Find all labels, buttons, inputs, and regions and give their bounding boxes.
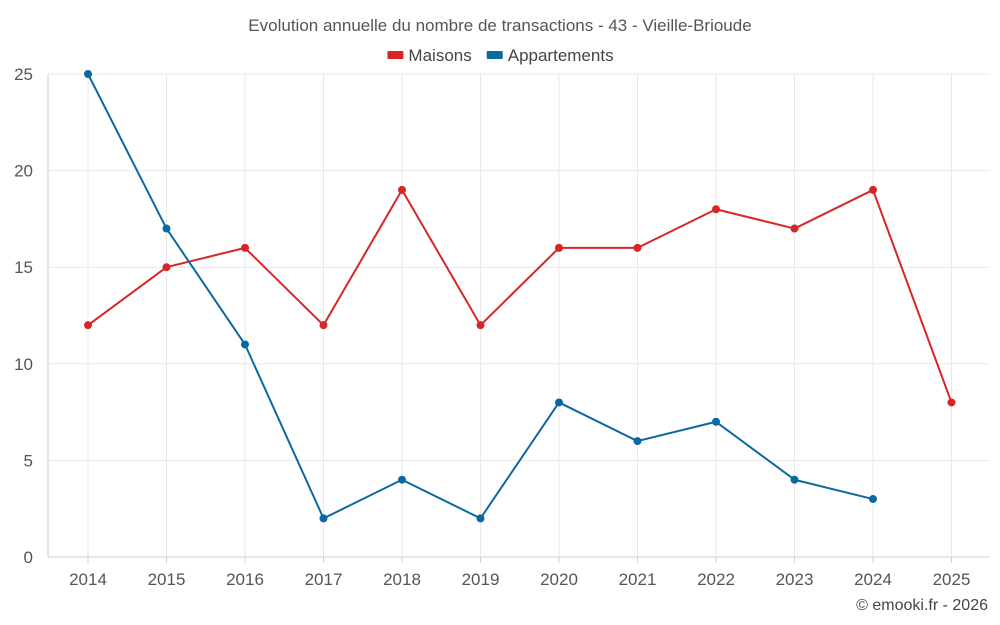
x-tick-label: 2017 bbox=[305, 570, 343, 589]
data-point-maisons bbox=[476, 321, 485, 330]
data-point-maisons bbox=[790, 224, 799, 233]
y-tick-label: 5 bbox=[24, 451, 33, 470]
data-point-appartements bbox=[555, 398, 563, 407]
data-point-maisons bbox=[712, 205, 720, 214]
data-point-maisons bbox=[84, 321, 92, 330]
y-axis: 0 5 10 15 20 25 bbox=[14, 65, 33, 567]
chart-title: Evolution annuelle du nombre de transact… bbox=[248, 16, 751, 35]
data-point-appartements bbox=[633, 437, 642, 446]
legend-swatch bbox=[486, 51, 503, 59]
data-point-appartements bbox=[712, 417, 720, 426]
data-point-maisons bbox=[241, 243, 249, 252]
data-point-appartements bbox=[398, 475, 406, 484]
x-tick-label: 2018 bbox=[383, 570, 421, 589]
legend-label: Appartements bbox=[508, 46, 614, 65]
data-point-maisons bbox=[319, 321, 328, 330]
data-point-maisons bbox=[162, 263, 171, 272]
data-point-appartements bbox=[319, 514, 328, 523]
data-point-appartements bbox=[241, 340, 249, 349]
legend-label: Maisons bbox=[408, 46, 471, 65]
x-tick-label: 2019 bbox=[462, 570, 500, 589]
data-point-appartements bbox=[84, 70, 92, 78]
data-point-maisons bbox=[947, 398, 956, 407]
x-tick-label: 2023 bbox=[776, 570, 814, 589]
series-group bbox=[84, 70, 956, 523]
x-tick-label: 2016 bbox=[226, 570, 264, 589]
x-axis: 2014 2015 2016 2017 2018 2019 2020 2021 2022 2023… bbox=[69, 557, 970, 589]
x-tick-label: 2025 bbox=[933, 570, 971, 589]
y-tick-label: 25 bbox=[14, 65, 33, 84]
y-tick-label: 10 bbox=[14, 355, 33, 374]
x-tick-label: 2015 bbox=[148, 570, 186, 589]
credit-text: © emooki.fr - 2026 bbox=[856, 597, 988, 614]
data-point-appartements bbox=[476, 514, 485, 523]
y-tick-label: 0 bbox=[24, 548, 33, 567]
legend-swatch bbox=[387, 51, 404, 59]
data-point-maisons bbox=[555, 243, 563, 252]
data-point-appartements bbox=[869, 495, 877, 504]
data-point-maisons bbox=[398, 185, 406, 194]
y-tick-label: 20 bbox=[14, 162, 33, 181]
x-tick-label: 2024 bbox=[854, 570, 892, 589]
x-tick-label: 2021 bbox=[619, 570, 657, 589]
data-point-maisons bbox=[633, 243, 642, 252]
data-point-appartements bbox=[790, 475, 799, 484]
x-tick-label: 2014 bbox=[69, 570, 107, 589]
data-point-maisons bbox=[869, 185, 877, 194]
legend-item-appartements[interactable]: Appartements bbox=[486, 46, 614, 65]
x-tick-label: 2020 bbox=[540, 570, 578, 589]
data-point-appartements bbox=[162, 224, 171, 233]
series-line-maisons bbox=[87, 188, 953, 403]
y-tick-label: 15 bbox=[14, 258, 33, 277]
legend: Maisons Appartements bbox=[387, 46, 614, 65]
legend-item-maisons[interactable]: Maisons bbox=[387, 46, 472, 65]
grid bbox=[47, 73, 990, 558]
x-tick-label: 2022 bbox=[697, 570, 735, 589]
